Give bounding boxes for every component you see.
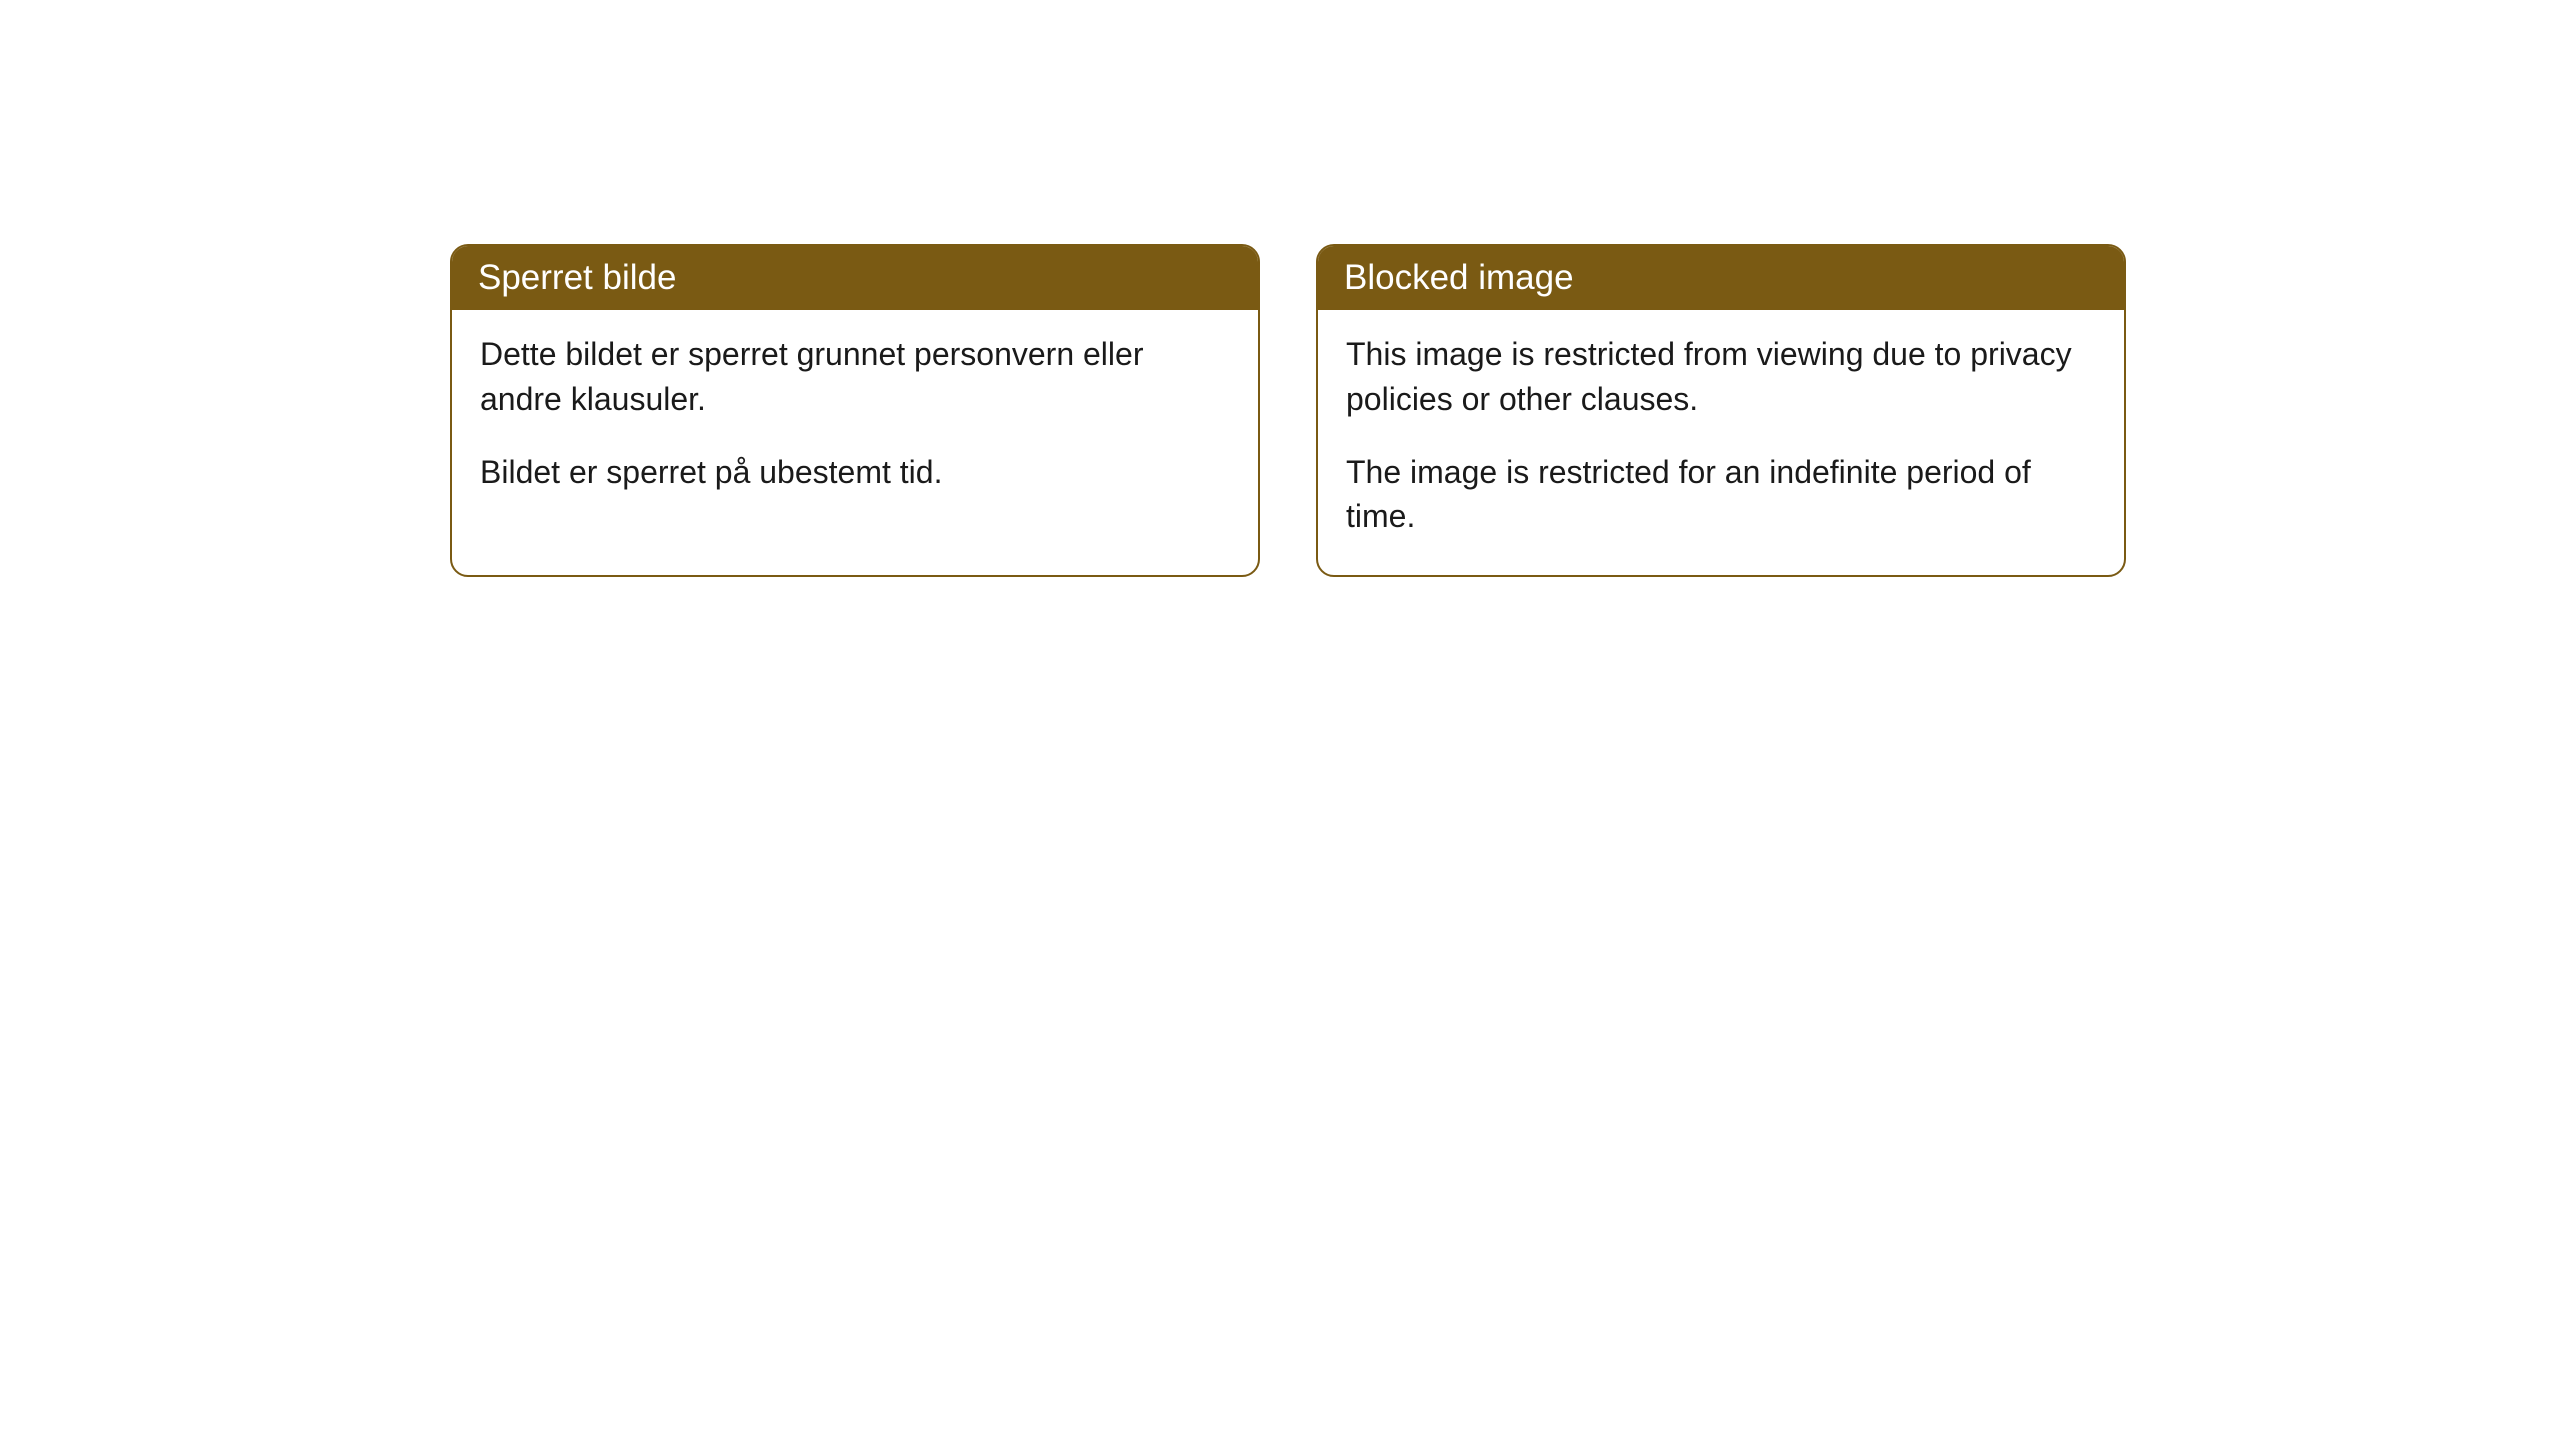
card-header-english: Blocked image xyxy=(1318,246,2124,310)
card-paragraph: This image is restricted from viewing du… xyxy=(1346,332,2096,422)
card-paragraph: Bildet er sperret på ubestemt tid. xyxy=(480,450,1230,495)
card-title: Sperret bilde xyxy=(478,258,676,297)
card-body-norwegian: Dette bildet er sperret grunnet personve… xyxy=(452,310,1258,530)
card-paragraph: The image is restricted for an indefinit… xyxy=(1346,450,2096,540)
card-paragraph: Dette bildet er sperret grunnet personve… xyxy=(480,332,1230,422)
notice-card-english: Blocked image This image is restricted f… xyxy=(1316,244,2126,577)
card-title: Blocked image xyxy=(1344,258,1574,297)
card-header-norwegian: Sperret bilde xyxy=(452,246,1258,310)
card-body-english: This image is restricted from viewing du… xyxy=(1318,310,2124,575)
notice-card-norwegian: Sperret bilde Dette bildet er sperret gr… xyxy=(450,244,1260,577)
notice-cards-container: Sperret bilde Dette bildet er sperret gr… xyxy=(450,244,2126,577)
